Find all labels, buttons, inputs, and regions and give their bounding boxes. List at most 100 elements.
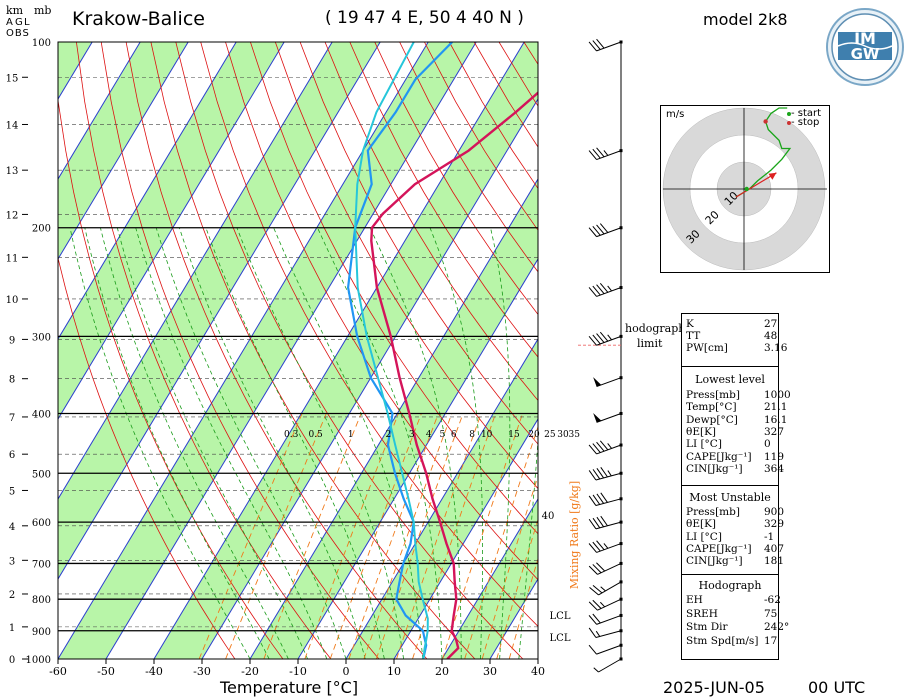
- wind-barb-full: [588, 444, 597, 455]
- wind-barb-full: [592, 225, 601, 236]
- height-tick-label: 9: [9, 335, 15, 346]
- dry-adiabat: [299, 42, 538, 445]
- dry-adiabat: [100, 42, 380, 659]
- wind-barb-shaft: [596, 227, 622, 238]
- dry-adiabat: [76, 42, 332, 659]
- index-value: 119: [764, 450, 785, 463]
- mixing-ratio-tick-label: 35: [569, 430, 581, 440]
- wind-barb-full: [599, 223, 609, 233]
- wind-barb-shaft: [595, 521, 622, 530]
- wind-barb-shaft: [596, 41, 622, 52]
- wind-barb-full: [588, 470, 597, 481]
- dry-adiabat: [150, 42, 476, 659]
- wind-barb-full: [596, 516, 605, 528]
- wind-barb-full: [596, 468, 605, 479]
- wind-barb-full: [596, 333, 605, 343]
- wind-barb-full: [592, 148, 601, 159]
- index-label: CAPE[Jkg⁻¹]: [686, 450, 752, 463]
- isotherm-line: [441, 498, 538, 659]
- index-label: EH: [686, 594, 703, 606]
- hodograph-limit-label-2: limit: [637, 337, 663, 350]
- moist-adiabat: [490, 227, 511, 659]
- model-label: model 2k8: [703, 10, 788, 29]
- index-label: Press[mb]: [686, 506, 740, 518]
- right-axis-value: 40: [542, 511, 555, 522]
- wind-barb-shaft: [595, 472, 622, 481]
- wind-barb: [588, 331, 622, 346]
- wind-barb-full: [596, 493, 605, 504]
- wind-barb-full: [588, 287, 597, 297]
- wind-barb-full: [592, 541, 601, 552]
- station-title: Krakow-Balice: [72, 8, 205, 30]
- wind-barb-full: [588, 601, 598, 611]
- wind-barb-full: [599, 440, 609, 451]
- pressure-tick-label: 900: [32, 627, 51, 638]
- isotherm-line: [58, 42, 141, 180]
- hodograph-start-point: [744, 186, 749, 192]
- logo-text-bottom: GW: [851, 45, 880, 63]
- wind-barb-full: [596, 147, 605, 158]
- index-value: 407: [764, 542, 785, 555]
- height-tick-label: 5: [9, 486, 15, 497]
- wind-barb-full: [588, 644, 597, 655]
- wind-barb-half: [595, 630, 601, 637]
- valid-date: 2025-JUN-05: [663, 678, 765, 697]
- wind-barb-pennant: [593, 377, 602, 387]
- index-value: 900: [764, 506, 785, 518]
- index-value: 327: [764, 425, 785, 438]
- index-value: 1000: [764, 389, 791, 401]
- index-label: Temp[°C]: [686, 401, 737, 414]
- wind-barb-shaft: [596, 543, 622, 553]
- index-value: 3.16: [764, 342, 788, 354]
- mixing-ratio-tick-label: 0.5: [308, 430, 323, 440]
- hodograph-stop-point: [763, 119, 768, 124]
- mixing-ratio-tick-label: 10: [481, 430, 493, 440]
- dry-adiabat: [250, 42, 538, 535]
- wind-barb: [588, 440, 622, 455]
- mixing-ratio-axis-label: Mixing Ratio [g/kg]: [568, 481, 581, 589]
- wind-barb-full: [588, 150, 597, 160]
- pressure-tick-label: 500: [32, 469, 51, 480]
- station-coords: ( 19 47 4 E, 50 4 40 N ): [325, 8, 524, 28]
- wind-barb-full: [589, 587, 599, 596]
- wind-barb-full: [592, 40, 601, 50]
- hodograph-limit-label-1: hodograph: [625, 322, 686, 335]
- wind-barb-half: [603, 543, 609, 549]
- wind-barb-full: [588, 41, 597, 52]
- wind-barb-full: [600, 492, 608, 503]
- logo-graphic: IM GW: [831, 13, 899, 81]
- moist-adiabat: [273, 227, 424, 659]
- dry-adiabat: [324, 42, 538, 401]
- mixing-ratio-tick-label: 1: [348, 430, 354, 440]
- wind-barb-half: [600, 586, 606, 592]
- wind-barb: [588, 147, 622, 161]
- legend-stop-marker: [787, 121, 791, 125]
- lowest-level-title: Lowest level: [695, 373, 765, 386]
- wind-barb-full: [596, 441, 605, 452]
- index-label: θE[K]: [686, 425, 717, 438]
- mixing-ratio-tick-label: 0.3: [284, 430, 299, 440]
- dry-adiabat: [374, 42, 538, 315]
- wind-barb-full: [588, 543, 597, 553]
- x-tick-label: -30: [193, 665, 211, 678]
- index-value: 16.1: [764, 413, 788, 426]
- height-tick-label: 13: [6, 166, 19, 177]
- index-label: Dewp[°C]: [686, 413, 738, 426]
- pressure-tick-label: 400: [32, 409, 51, 420]
- wind-barb-full: [588, 495, 597, 506]
- x-tick-label: -10: [289, 665, 307, 678]
- dry-adiabat: [125, 42, 428, 659]
- index-label: CIN[Jkg⁻¹]: [686, 555, 743, 568]
- height-tick-label: 0: [9, 655, 15, 666]
- x-tick-label: -40: [145, 665, 163, 678]
- dewpoint-profile: [346, 42, 453, 659]
- dry-adiabat: [274, 42, 538, 490]
- wind-barb-shaft: [596, 413, 622, 423]
- mixing-ratio-tick-label: 20: [528, 430, 540, 440]
- legend-start-marker: [787, 112, 791, 116]
- pressure-tick-label: 1000: [26, 655, 51, 666]
- wind-barb-full: [600, 467, 608, 478]
- wind-barb-full: [588, 518, 597, 530]
- most-unstable-title: Most Unstable: [689, 491, 771, 504]
